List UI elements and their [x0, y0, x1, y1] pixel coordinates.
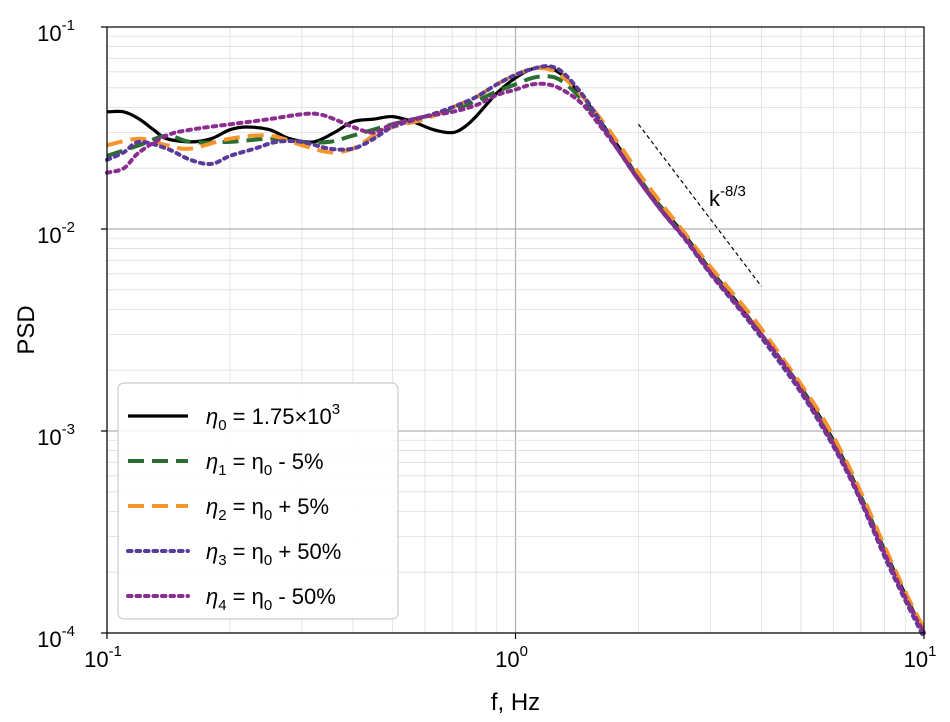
x-axis-label: f, Hz	[491, 689, 540, 716]
y-axis-ticks: 10-4 10-3 10-2 10-1	[37, 17, 107, 652]
legend: η0 = 1.75×103 η1 = η0 - 5% η2 = η0 + 5% η3 …	[117, 382, 399, 620]
legend-box	[117, 382, 399, 620]
x-tick-label: 100	[495, 643, 528, 672]
slope-reference-line	[637, 123, 762, 287]
slope-annotation: k-8/3	[637, 123, 762, 287]
x-tick-label: 101	[904, 643, 937, 672]
series-line-2	[106, 66, 926, 630]
y-tick-label: 10-3	[37, 421, 75, 450]
series-group	[105, 64, 926, 640]
series-line-4	[105, 81, 926, 635]
slope-label: k-8/3	[709, 183, 746, 211]
legend-label: η4 = η0 - 50%	[206, 584, 336, 614]
legend-label: η0 = 1.75×103	[206, 401, 340, 434]
x-tick-label: 10-1	[84, 643, 122, 672]
legend-label: η2 = η0 + 5%	[206, 494, 329, 524]
legend-label: η3 = η0 + 50%	[206, 539, 341, 569]
y-tick-label: 10-4	[37, 623, 75, 652]
y-tick-label: 10-1	[37, 17, 75, 46]
x-axis-ticks: 10-1 100 101	[84, 633, 936, 672]
y-tick-label: 10-2	[37, 219, 75, 248]
legend-label: η1 = η0 - 5%	[206, 449, 324, 479]
y-axis-label: PSD	[13, 305, 40, 354]
